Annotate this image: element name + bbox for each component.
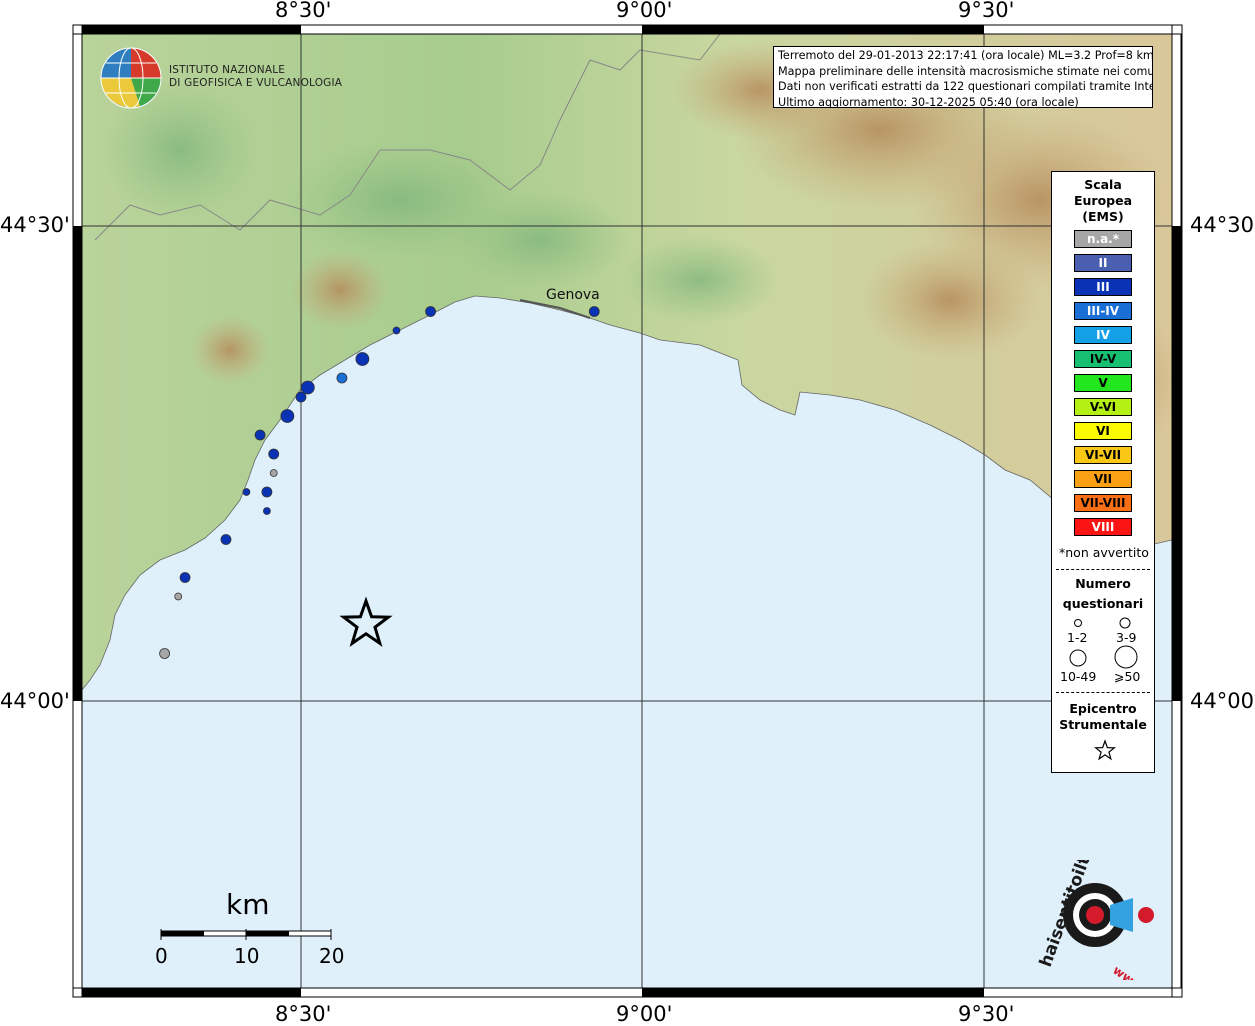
ems-swatch-iv: IV <box>1074 326 1132 344</box>
epicenter-legend-star-icon <box>1094 739 1116 761</box>
ems-swatch-vi: VI <box>1074 422 1132 440</box>
ems-swatch-vii: VII <box>1074 470 1132 488</box>
ems-swatch-vivii: VI-VII <box>1074 446 1132 464</box>
not-felt-note: *non avvertito <box>1059 545 1149 560</box>
ems-swatch-ii: II <box>1074 254 1132 272</box>
epicenter-title: Epicentro Strumentale <box>1052 701 1154 733</box>
epicenter-title-line1: Epicentro <box>1069 701 1137 716</box>
ems-swatch-v: V <box>1074 374 1132 392</box>
legend-separator-2 <box>1056 692 1150 693</box>
event-info-box: Terremoto del 29-01-2013 22:17:41 (ora l… <box>773 46 1153 108</box>
questionnaire-title-line1: Numero <box>1075 576 1131 591</box>
ems-legend: Scala Europea (EMS) n.a.* II III III-IV IV IV… <box>1051 171 1155 773</box>
intensity-point <box>300 380 315 395</box>
intensity-point <box>280 409 295 423</box>
ems-swatch-na: n.a.* <box>1074 230 1132 248</box>
bottom-lon-label-3: 9°30' <box>958 1002 1015 1026</box>
left-lat-label-1: 44°30' <box>0 213 70 237</box>
watermark-www: www. <box>1110 963 1148 980</box>
intensity-point <box>262 507 271 515</box>
intensity-point <box>425 306 436 317</box>
intensity-point <box>174 592 183 601</box>
scale-unit: km <box>226 888 270 921</box>
intensity-point <box>159 648 171 659</box>
top-lon-label-3: 9°30' <box>958 0 1015 22</box>
intensity-point <box>242 488 251 496</box>
bottom-lon-label-2: 9°00' <box>616 1002 673 1026</box>
size-label-3: 10-49 <box>1060 669 1097 684</box>
legend-title-line2: Europea <box>1073 193 1133 208</box>
legend-title-line1: Scala <box>1084 177 1122 192</box>
intensity-point <box>336 372 348 384</box>
top-lon-label-2: 9°00' <box>616 0 673 22</box>
size-label-2: 3-9 <box>1116 630 1137 645</box>
watermark-site: haisentitoilterremoto.it <box>1036 860 1132 970</box>
graticule <box>82 34 1172 988</box>
epicenter-star <box>339 596 393 647</box>
legend-title-line3: (EMS) <box>1082 209 1124 224</box>
info-line-update: Ultimo aggiornamento: 30-12-2025 05:40 (… <box>778 95 1079 108</box>
scale-tick-10: 10 <box>234 944 260 968</box>
intensity-point <box>392 326 401 335</box>
legend-title: Scala Europea (EMS) <box>1052 177 1154 225</box>
right-lat-label-2: 44°00' <box>1190 689 1255 713</box>
info-line-event: Terremoto del 29-01-2013 22:17:41 (ora l… <box>778 49 1153 62</box>
legend-separator-1 <box>1056 569 1150 570</box>
bottom-lon-label-1: 8°30' <box>275 1002 332 1026</box>
size-symbols <box>1069 617 1138 669</box>
regional-border <box>94 34 721 241</box>
intensity-point <box>268 448 280 460</box>
left-lat-label-2: 44°00' <box>0 689 70 713</box>
scale-tick-0: 0 <box>155 944 168 968</box>
ems-swatch-iii: III <box>1074 278 1132 296</box>
info-line-map: Mappa preliminare delle intensità macros… <box>778 64 1153 78</box>
ems-swatch-ivv: IV-V <box>1074 350 1132 368</box>
intensity-point <box>38 327 45 334</box>
size-label-4: ⩾50 <box>1114 669 1141 684</box>
scale-bar <box>160 929 332 940</box>
map-frame <box>72 24 1182 998</box>
questionnaire-title: Numero questionari <box>1052 574 1154 614</box>
intensity-point <box>254 429 266 441</box>
watermark-text: haisentitoilterremoto.it www. <box>1036 860 1149 980</box>
intensity-point <box>220 534 232 545</box>
size-label-1: 1-2 <box>1067 630 1088 645</box>
ems-swatch-vvi: V-VI <box>1074 398 1132 416</box>
ems-swatch-viii: VIII <box>1074 518 1132 536</box>
city-label-genova: Genova <box>546 287 600 303</box>
intensity-point <box>269 469 278 477</box>
institute-line1: ISTITUTO NAZIONALE <box>169 64 286 76</box>
scale-tick-20: 20 <box>319 944 345 968</box>
intensity-point <box>295 391 307 403</box>
institute-name: ISTITUTO NAZIONALE DI GEOFISICA E VULCAN… <box>169 64 342 90</box>
top-lon-label-1: 8°30' <box>275 0 332 22</box>
intensity-point <box>355 352 370 366</box>
ems-swatch-iiiiv: III-IV <box>1074 302 1132 320</box>
ems-swatch-viiviii: VII-VIII <box>1074 494 1132 512</box>
ingv-logo <box>100 47 162 109</box>
info-line-data: Dati non verificati estratti da 122 ques… <box>778 80 1153 93</box>
intensity-point <box>59 508 66 515</box>
intensity-point <box>588 306 600 317</box>
questionnaire-title-line2: questionari <box>1062 596 1144 611</box>
epicenter-title-line2: Strumentale <box>1059 717 1147 732</box>
watermark-logo <box>1063 883 1154 947</box>
institute-line2: DI GEOFISICA E VULCANOLOGIA <box>169 77 343 89</box>
intensity-point <box>179 572 191 583</box>
intensity-point <box>261 486 273 498</box>
right-lat-label-1: 44°30' <box>1190 213 1255 237</box>
